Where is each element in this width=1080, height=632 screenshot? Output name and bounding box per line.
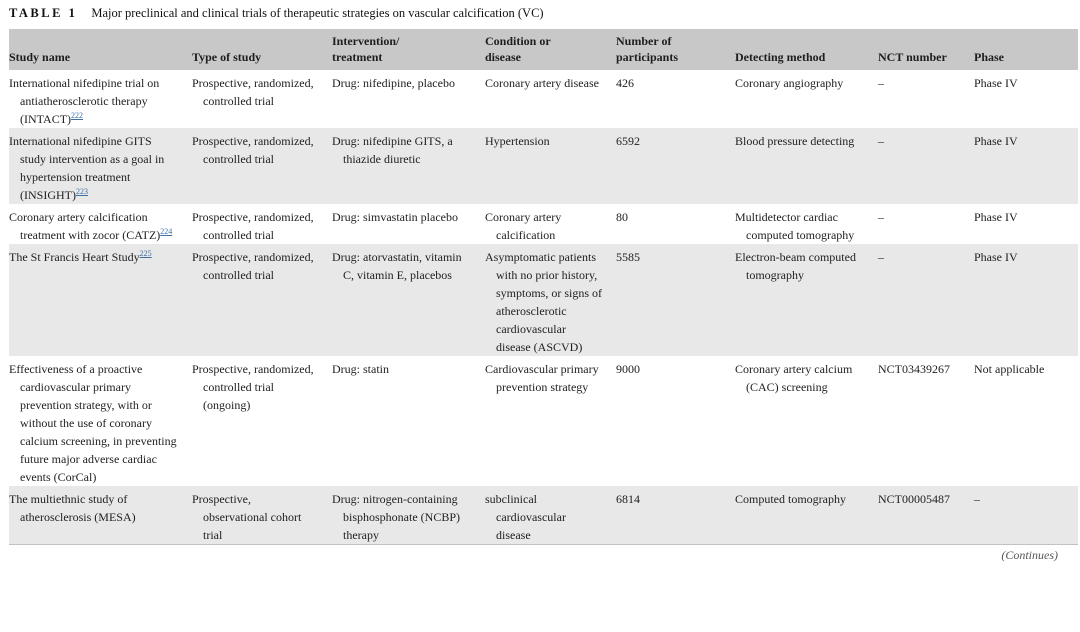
table-header-row: Study name Type of study Intervention/ t… <box>9 29 1078 70</box>
cell-study-name: Effectiveness of a proactive cardiovascu… <box>9 356 192 486</box>
cell-phase: Phase IV <box>974 210 1018 224</box>
col-header-phase: Phase <box>974 50 1004 64</box>
cell-intervention: Drug: nifedipine GITS, a thiazide diuret… <box>332 134 453 166</box>
cell-participants: 5585 <box>616 250 640 264</box>
table-label: TABLE 1 <box>9 6 78 20</box>
cell-phase: Phase IV <box>974 134 1018 148</box>
table-caption: Major preclinical and clinical trials of… <box>91 6 544 20</box>
col-header-intervention: Intervention/ treatment <box>332 34 400 64</box>
table-caption-line: TABLE 1 Major preclinical and clinical tr… <box>9 5 1080 22</box>
cell-nct-number: NCT03439267 <box>878 362 950 376</box>
study-name-text: International nifedipine GITS study inte… <box>9 134 165 202</box>
cell-study-name: International nifedipine GITS study inte… <box>9 128 192 204</box>
cell-condition: Asymptomatic patients with no prior hist… <box>485 250 603 354</box>
cell-type-of-study: Prospective, randomized, controlled tria… <box>192 250 314 282</box>
cell-participants: 6592 <box>616 134 640 148</box>
cell-type-of-study: Prospective, observational cohort trial <box>192 492 302 542</box>
cell-nct-number: – <box>878 134 884 148</box>
cell-detecting-method: Coronary artery calcium (CAC) screening <box>735 362 853 394</box>
table-row: The St Francis Heart Study225 Prospectiv… <box>9 244 1078 356</box>
cell-condition: subclinical cardiovascular disease <box>485 492 566 542</box>
cell-phase: Not applicable <box>974 362 1045 376</box>
cell-condition: Coronary artery calcification <box>485 210 562 242</box>
cell-participants: 9000 <box>616 362 640 376</box>
cell-nct-number: NCT00005487 <box>878 492 950 506</box>
cell-condition: Coronary artery disease <box>485 76 599 90</box>
col-header-participants: Number of participants <box>616 34 679 64</box>
cell-intervention: Drug: simvastatin placebo <box>332 210 458 224</box>
continues-note: (Continues) <box>1001 548 1058 562</box>
cell-study-name: The multiethnic study of atherosclerosis… <box>9 486 192 544</box>
cell-study-name: International nifedipine trial on antiat… <box>9 70 192 128</box>
table-row: International nifedipine trial on antiat… <box>9 70 1078 128</box>
cell-nct-number: – <box>878 76 884 90</box>
cell-participants: 80 <box>616 210 628 224</box>
col-header-nct-number: NCT number <box>878 50 947 64</box>
study-name-text: Effectiveness of a proactive cardiovascu… <box>9 362 177 484</box>
cell-intervention: Drug: statin <box>332 362 389 376</box>
cell-type-of-study: Prospective, randomized, controlled tria… <box>192 210 314 242</box>
cell-condition: Hypertension <box>485 134 550 148</box>
cell-detecting-method: Multidetector cardiac computed tomograph… <box>735 210 855 242</box>
table-row: The multiethnic study of atherosclerosis… <box>9 486 1078 544</box>
cell-detecting-method: Electron-beam computed tomography <box>735 250 856 282</box>
citation-link[interactable]: 225 <box>139 249 152 258</box>
cell-nct-number: – <box>878 250 884 264</box>
cell-detecting-method: Blood pressure detecting <box>735 134 855 148</box>
cell-study-name: Coronary artery calcification treatment … <box>9 204 192 244</box>
col-header-condition: Condition or disease <box>485 34 551 64</box>
trials-table: Study name Type of study Intervention/ t… <box>9 29 1078 545</box>
cell-type-of-study: Prospective, randomized, controlled tria… <box>192 362 314 412</box>
study-name-text: International nifedipine trial on antiat… <box>9 76 160 126</box>
cell-participants: 6814 <box>616 492 640 506</box>
cell-type-of-study: Prospective, randomized, controlled tria… <box>192 76 314 108</box>
cell-intervention: Drug: nifedipine, placebo <box>332 76 455 90</box>
cell-phase: Phase IV <box>974 250 1018 264</box>
citation-link[interactable]: 222 <box>71 111 84 120</box>
table-row: Coronary artery calcification treatment … <box>9 204 1078 244</box>
cell-condition: Cardiovascular primary prevention strate… <box>485 362 599 394</box>
col-header-study-name: Study name <box>9 50 71 64</box>
cell-detecting-method: Computed tomography <box>735 492 846 506</box>
cell-study-name: The St Francis Heart Study225 <box>9 244 192 356</box>
cell-nct-number: – <box>878 210 884 224</box>
study-name-text: The multiethnic study of atherosclerosis… <box>9 492 136 524</box>
table-row: Effectiveness of a proactive cardiovascu… <box>9 356 1078 486</box>
page: TABLE 1 Major preclinical and clinical tr… <box>9 5 1080 562</box>
col-header-type-of-study: Type of study <box>192 50 262 64</box>
citation-link[interactable]: 224 <box>160 227 173 236</box>
cell-phase: – <box>974 492 980 506</box>
study-name-text: Coronary artery calcification treatment … <box>9 210 161 242</box>
cell-phase: Phase IV <box>974 76 1018 90</box>
cell-detecting-method: Coronary angiography <box>735 76 844 90</box>
citation-link[interactable]: 223 <box>76 187 88 196</box>
table-row: International nifedipine GITS study inte… <box>9 128 1078 204</box>
col-header-detecting-method: Detecting method <box>735 50 826 64</box>
cell-type-of-study: Prospective, randomized, controlled tria… <box>192 134 314 166</box>
study-name-text: The St Francis Heart Study <box>9 250 140 264</box>
cell-intervention: Drug: nitrogen-containing bisphosphonate… <box>332 492 460 542</box>
cell-intervention: Drug: atorvastatin, vitamin C, vitamin E… <box>332 250 462 282</box>
cell-participants: 426 <box>616 76 634 90</box>
